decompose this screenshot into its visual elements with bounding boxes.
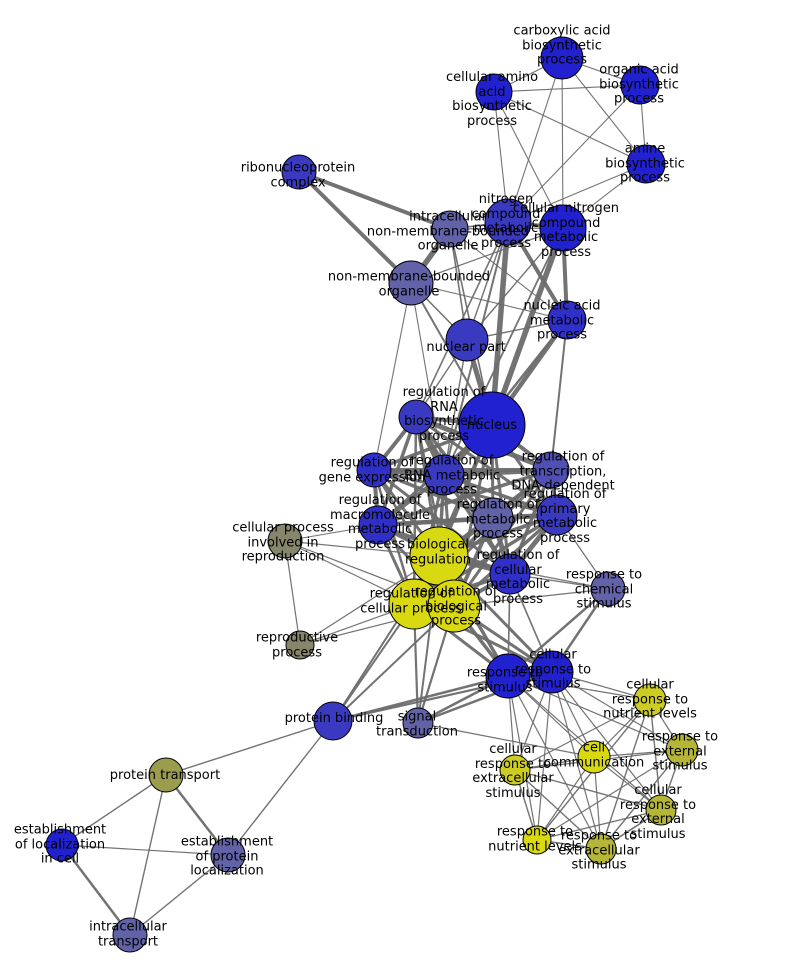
graph-edge	[297, 170, 452, 231]
graph-node-biological-regulation[interactable]	[409, 526, 469, 586]
graph-edge	[514, 769, 662, 811]
graph-node-protein-transport[interactable]	[148, 757, 184, 793]
graph-edge	[550, 319, 568, 471]
graph-edge	[507, 57, 563, 223]
graph-edge	[536, 809, 662, 841]
graph-node-response-to-nutrient-levels[interactable]	[522, 825, 552, 855]
graph-node-regulation-of-primary-metabolic-process[interactable]	[536, 494, 578, 536]
graph-edge	[551, 671, 662, 811]
graph-node-reproductive-process[interactable]	[285, 630, 315, 660]
graph-edge	[452, 468, 553, 608]
graph-edge	[489, 225, 566, 428]
graph-node-cellular-response-to-stimulus[interactable]	[530, 650, 574, 694]
graph-edge	[507, 163, 647, 223]
graph-edge	[372, 468, 559, 517]
graph-node-response-to-stimulus[interactable]	[485, 653, 531, 699]
graph-edge	[129, 854, 229, 936]
graph-node-regulation-of-metabolic-process[interactable]	[472, 497, 514, 539]
graph-edge	[165, 720, 334, 776]
graph-edge	[507, 84, 641, 223]
graph-node-nucleus[interactable]	[458, 391, 526, 459]
graph-node-regulation-of-transcription-dna-dependent[interactable]	[532, 451, 570, 489]
graph-node-cellular-response-to-external-stimulus[interactable]	[645, 794, 677, 826]
graph-node-establishment-of-protein-localization[interactable]	[210, 837, 246, 873]
graph-node-regulation-of-cellular-metabolic-process[interactable]	[489, 553, 531, 595]
graph-edge	[600, 749, 683, 850]
graph-edge	[61, 774, 167, 846]
graph-node-cellular-process-involved-in-reproduction[interactable]	[267, 523, 303, 559]
graph-node-intracellular-transport[interactable]	[112, 917, 148, 953]
node-layer	[45, 36, 699, 953]
graph-edge	[507, 675, 683, 751]
graph-edge	[61, 844, 229, 856]
graph-edge	[372, 468, 495, 520]
graph-node-intracellular-non-membrane-bounded-organelle[interactable]	[431, 210, 469, 248]
graph-edge	[410, 227, 564, 284]
graph-edge	[493, 84, 641, 93]
graph-node-establishment-of-localization-in-cell[interactable]	[45, 828, 79, 862]
graph-node-regulation-of-biological-process[interactable]	[427, 579, 481, 633]
graph-edge	[297, 170, 413, 285]
graph-edge	[536, 756, 595, 841]
graph-node-amine-biosynthetic-process[interactable]	[626, 144, 666, 184]
graph-edge	[536, 671, 553, 841]
graph-node-cell-communication[interactable]	[577, 740, 611, 774]
graph-node-regulation-of-rna-biosynthetic-process[interactable]	[398, 399, 434, 435]
graph-node-cellular-amino-acid-biosynthetic-process[interactable]	[475, 73, 513, 111]
graph-edge	[561, 57, 647, 165]
graph-node-organic-acid-biosynthetic-process[interactable]	[620, 65, 660, 105]
graph-node-cellular-response-to-extracellular-stimulus[interactable]	[499, 754, 531, 786]
graph-edge	[600, 699, 651, 850]
graph-edge	[466, 227, 564, 341]
graph-edge	[60, 843, 132, 937]
graph-node-ribonucleoprotein-complex[interactable]	[281, 154, 317, 190]
graph-edge	[514, 769, 602, 850]
graph-edge	[414, 415, 559, 517]
graph-edge	[649, 699, 662, 811]
graph-edge	[417, 722, 595, 758]
graph-node-regulation-of-gene-expression[interactable]	[356, 452, 392, 488]
graph-edge	[412, 415, 418, 606]
graph-edge	[129, 774, 167, 936]
graph-edge	[507, 675, 602, 850]
graph-node-non-membrane-bounded-organelle[interactable]	[388, 260, 434, 306]
graph-node-carboxylic-acid-biosynthetic-process[interactable]	[540, 36, 584, 80]
graph-node-regulation-of-rna-metabolic-process[interactable]	[423, 454, 465, 496]
graph-node-nitrogen-compound-metabolic-process[interactable]	[484, 198, 532, 246]
graph-node-regulation-of-macromolecule-metabolic-process[interactable]	[358, 505, 398, 545]
graph-node-cellular-response-to-nutrient-levels[interactable]	[633, 683, 667, 717]
graph-edge	[227, 720, 334, 856]
graph-node-protein-binding[interactable]	[313, 701, 353, 741]
graph-edge	[561, 57, 564, 229]
graph-node-nuclear-part[interactable]	[445, 318, 489, 362]
graph-edge	[410, 282, 568, 321]
graph-edge	[284, 540, 301, 646]
graph-edge	[507, 675, 662, 811]
graph-node-signal-transduction[interactable]	[402, 707, 434, 739]
graph-node-response-to-external-stimulus[interactable]	[665, 733, 699, 767]
graph-edge	[493, 91, 564, 229]
graph-edge	[489, 219, 511, 428]
graph-edge	[536, 749, 683, 841]
graph-node-nucleic-acid-metabolic-process[interactable]	[547, 300, 587, 340]
graph-node-cellular-nitrogen-compound-metabolic-process[interactable]	[539, 204, 587, 252]
graph-edge	[551, 671, 602, 850]
graph-edge	[551, 671, 683, 751]
graph-edge	[493, 91, 647, 165]
graph-edge	[410, 282, 445, 476]
graph-edge	[514, 699, 651, 771]
graph-node-response-to-extracellular-stimulus[interactable]	[585, 833, 617, 865]
graph-edge	[443, 339, 468, 476]
graph-edge	[449, 228, 568, 321]
graph-node-response-to-chemical-stimulus[interactable]	[590, 571, 626, 607]
graph-edge	[373, 282, 412, 471]
edge-layer	[60, 57, 683, 937]
graph-edge	[332, 605, 455, 722]
